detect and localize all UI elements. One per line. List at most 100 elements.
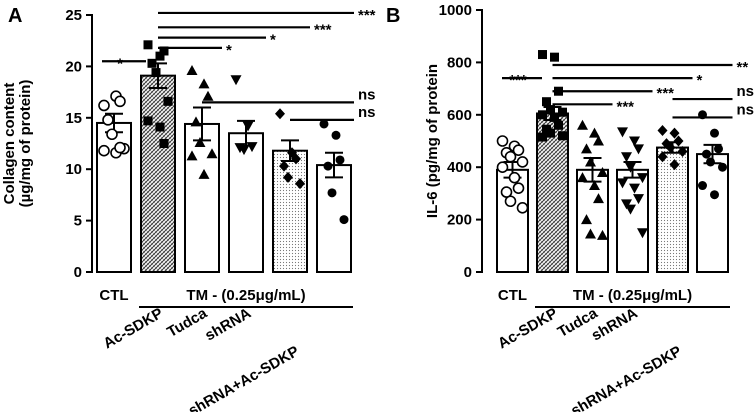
data-point — [508, 171, 521, 184]
data-point — [581, 214, 592, 225]
y-tick-label: 15 — [65, 110, 82, 127]
bar — [140, 74, 176, 274]
data-point — [106, 128, 118, 141]
data-point — [617, 127, 628, 138]
y-tick-label: 200 — [447, 212, 472, 229]
data-point — [637, 173, 648, 184]
data-point — [147, 58, 157, 68]
data-point — [143, 40, 153, 50]
data-point — [186, 65, 198, 76]
data-point — [710, 190, 719, 200]
data-point — [279, 160, 289, 172]
data-point — [98, 99, 110, 112]
data-point — [102, 114, 114, 126]
data-point — [512, 144, 525, 156]
data-point — [339, 215, 349, 225]
data-point — [295, 178, 305, 190]
data-point — [593, 135, 604, 146]
data-point — [677, 145, 688, 157]
data-point — [673, 135, 684, 147]
data-point — [151, 68, 161, 78]
data-point — [657, 151, 668, 163]
y-tick-label: 1000 — [439, 2, 472, 19]
data-point — [718, 162, 727, 172]
bar — [696, 153, 729, 274]
data-point — [714, 144, 723, 154]
data-point — [597, 229, 608, 240]
y-tick-label: 0 — [464, 264, 472, 281]
data-point — [554, 120, 563, 130]
panel-letter-b: B — [386, 5, 400, 27]
significance-label: * — [226, 42, 232, 59]
data-point — [669, 159, 680, 171]
bar — [184, 122, 220, 273]
data-point — [621, 152, 632, 163]
data-point — [665, 142, 676, 154]
data-point — [546, 105, 555, 115]
significance-label: * — [270, 32, 276, 49]
data-point — [335, 155, 345, 165]
data-point — [242, 121, 254, 132]
data-point — [230, 75, 242, 86]
data-point — [283, 171, 293, 183]
data-point — [702, 149, 711, 159]
data-point — [625, 162, 636, 173]
significance-label: ** — [737, 59, 749, 76]
y-tick-label: 800 — [447, 54, 472, 71]
data-point — [621, 199, 632, 210]
panel-a-chart: 0 5 10 15 20 25 Collagen content (µg/mg of prot… — [1, 7, 376, 412]
significance-label: * — [117, 55, 123, 72]
data-point — [589, 127, 600, 138]
bar — [228, 132, 264, 273]
data-point — [198, 78, 210, 89]
group-label: Ac-SDKP — [495, 305, 561, 353]
y-tick-label: 600 — [447, 107, 472, 124]
treatment-label: TM - (0.25μg/mL) — [573, 287, 692, 304]
data-point — [114, 141, 126, 154]
data-point — [327, 188, 337, 198]
data-point — [657, 125, 668, 137]
data-point — [637, 228, 648, 239]
data-point — [202, 90, 214, 101]
data-point — [585, 156, 596, 167]
y-tick-label: 5 — [74, 213, 82, 230]
data-point — [114, 95, 126, 108]
data-point — [577, 172, 588, 183]
data-point — [550, 52, 559, 62]
data-point — [629, 136, 640, 147]
significance-label: *** — [358, 7, 376, 24]
data-point — [706, 157, 715, 167]
data-point — [542, 97, 551, 107]
panel-b-chart: 0 200 400 600 800 1000 IL-6 (pg/mg of protein C… — [424, 2, 754, 412]
data-point — [275, 108, 285, 120]
data-point — [589, 180, 600, 191]
y-tick-label: 20 — [65, 58, 82, 75]
significance-label: ns — [737, 101, 754, 118]
data-point — [550, 112, 559, 122]
data-point — [585, 228, 596, 239]
data-point — [504, 150, 517, 163]
data-point — [155, 122, 165, 132]
y-tick-label: 25 — [65, 7, 82, 24]
data-point — [538, 132, 547, 142]
data-point — [206, 148, 218, 159]
data-point — [581, 143, 592, 154]
group-label: shRNA — [589, 305, 641, 345]
y-axis-label: Collagen content — [1, 83, 18, 205]
y-axis-label-units: (µg/mg of protein) — [17, 80, 34, 208]
data-point — [698, 181, 707, 191]
data-point — [597, 166, 608, 177]
group-label: Tudca — [164, 304, 210, 341]
y-axis-label: IL-6 (pg/mg of protein — [424, 64, 441, 218]
data-point — [291, 153, 301, 165]
data-point — [190, 116, 202, 127]
data-point — [512, 182, 525, 194]
group-label: shRNA+Ac-SDKP — [186, 343, 302, 412]
data-point — [516, 156, 529, 168]
data-point — [516, 202, 529, 214]
group-label: shRNA+Ac-SDKP — [568, 343, 684, 412]
data-point — [98, 144, 110, 157]
data-point — [496, 161, 509, 173]
data-point — [710, 128, 719, 138]
